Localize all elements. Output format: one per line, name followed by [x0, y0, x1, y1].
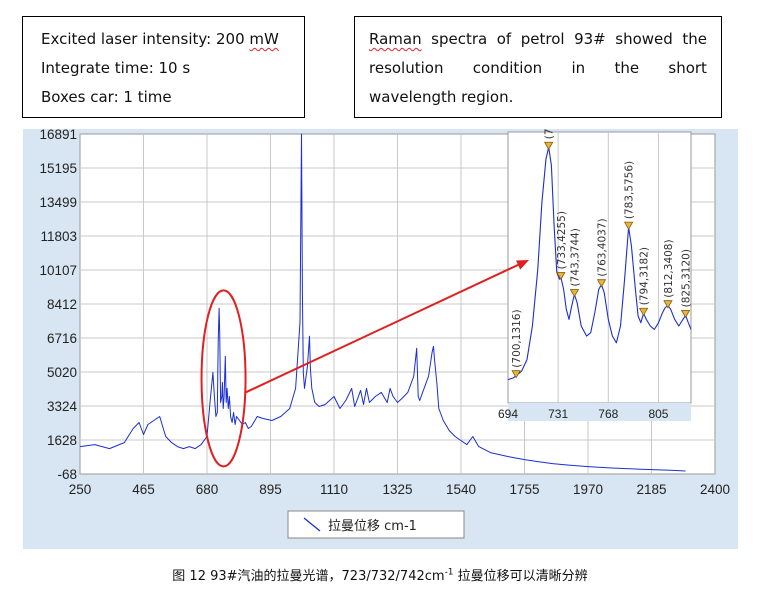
inset-x-tick-label: 694: [498, 407, 518, 421]
x-tick-label: 1325: [382, 482, 412, 497]
raman-spectrum-chart: 250 465 680 895 1110 1325 1540 1755 1970 2185 2400…: [39, 129, 730, 539]
word: the: [682, 30, 707, 48]
word: of: [496, 30, 512, 48]
word: condition: [472, 59, 543, 77]
x-tick-label: 1540: [446, 482, 476, 497]
word: the: [614, 59, 640, 77]
peak-label: (825,3120): [681, 249, 693, 307]
spectrum-line: [79, 133, 686, 472]
peak-label: (724,8144): [544, 129, 556, 139]
word: showed: [615, 30, 673, 48]
acquisition-settings-note: Excited laser intensity: 200 mW Integrat…: [22, 16, 305, 118]
peak-marker: [511, 370, 521, 379]
word: Raman: [369, 30, 422, 48]
y-tick-label: -68: [57, 467, 77, 482]
legend-box: [287, 510, 465, 539]
laser-unit-text: mW: [249, 30, 279, 48]
x-tick-label: 2185: [636, 482, 666, 497]
resolution-note: Raman spectra of petrol 93# showed the r…: [354, 16, 722, 118]
x-tick-label: 1755: [509, 482, 539, 497]
y-tick-label: 5020: [47, 365, 77, 380]
x-tick-label: 465: [132, 482, 155, 497]
peak-label: (763,4037): [597, 218, 609, 276]
peak-marker: [596, 279, 607, 288]
y-tick-label: 13499: [39, 195, 77, 210]
integrate-time-text: Integrate time: 10 s: [41, 59, 191, 77]
inset-x-tick-label: 768: [598, 407, 618, 421]
boxcar-text: Boxes car: 1 time: [41, 88, 172, 106]
peak-marker: [638, 307, 649, 317]
peak-marker: [623, 221, 634, 230]
x-tick-label: 2400: [700, 482, 730, 497]
x-tick-label: 250: [69, 482, 92, 497]
x-tick-label: 1110: [320, 482, 348, 497]
zoom-arrow-line: [245, 263, 521, 394]
laser-intensity-text: Excited laser intensity: 200: [41, 30, 250, 48]
y-tick-label: 16891: [39, 129, 77, 142]
peak-label: (794,3182): [639, 247, 651, 305]
peak-label: (783,5756): [624, 161, 636, 219]
y-tick-label: 1628: [47, 433, 77, 448]
legend-label: 拉曼位移 cm-1: [328, 519, 417, 534]
word: spectra: [431, 30, 488, 48]
inset-axis-band: [508, 403, 691, 421]
y-tick-label: 3324: [47, 399, 78, 414]
word: petrol: [520, 30, 565, 48]
raman-chart-panel: 250 465 680 895 1110 1325 1540 1755 1970 2185 2400…: [23, 129, 738, 549]
y-tick-label: 8412: [47, 297, 77, 312]
y-tick-label: 11803: [40, 229, 77, 244]
resolution-note-line-1: Raman spectra of petrol 93# showed the: [369, 25, 707, 54]
caption-superscript: -1: [444, 567, 454, 578]
resolution-note-line-3: wavelength region.: [369, 88, 514, 106]
inset-plot-area: [507, 131, 692, 404]
word: resolution: [369, 59, 444, 77]
peak-label: (812,3408): [663, 239, 675, 297]
peak-marker: [543, 141, 554, 151]
figure-caption: 图 12 93#汽油的拉曼光谱，723/732/742cm-1 拉曼位移可以清晰…: [172, 567, 588, 584]
resolution-note-line-2: resolution condition in the short: [369, 54, 707, 83]
x-tick-label: 1970: [573, 482, 603, 497]
y-tick-label: 10107: [39, 263, 77, 278]
peak-marker: [663, 300, 673, 309]
y-tick-label: 6716: [47, 331, 77, 346]
peak-marker: [569, 289, 580, 298]
peak-label: (700,1316): [511, 309, 523, 367]
word: 93#: [574, 30, 606, 48]
zoom-arrow-head: [516, 260, 529, 270]
peak-label: (743,3744): [569, 228, 581, 286]
highlight-ellipse: [200, 289, 247, 468]
word: in: [571, 59, 586, 77]
peak-marker: [556, 271, 566, 281]
inset-x-tick-label: 805: [648, 407, 668, 421]
inset-x-tick-label: 731: [548, 407, 568, 421]
x-tick-label: 680: [196, 482, 219, 497]
word: short: [668, 59, 707, 77]
peak-marker: [680, 309, 691, 319]
y-tick-label: 15195: [39, 161, 77, 176]
peak-label: (733,4255): [556, 211, 568, 269]
legend-swatch: [303, 517, 321, 532]
x-tick-label: 895: [259, 482, 282, 497]
